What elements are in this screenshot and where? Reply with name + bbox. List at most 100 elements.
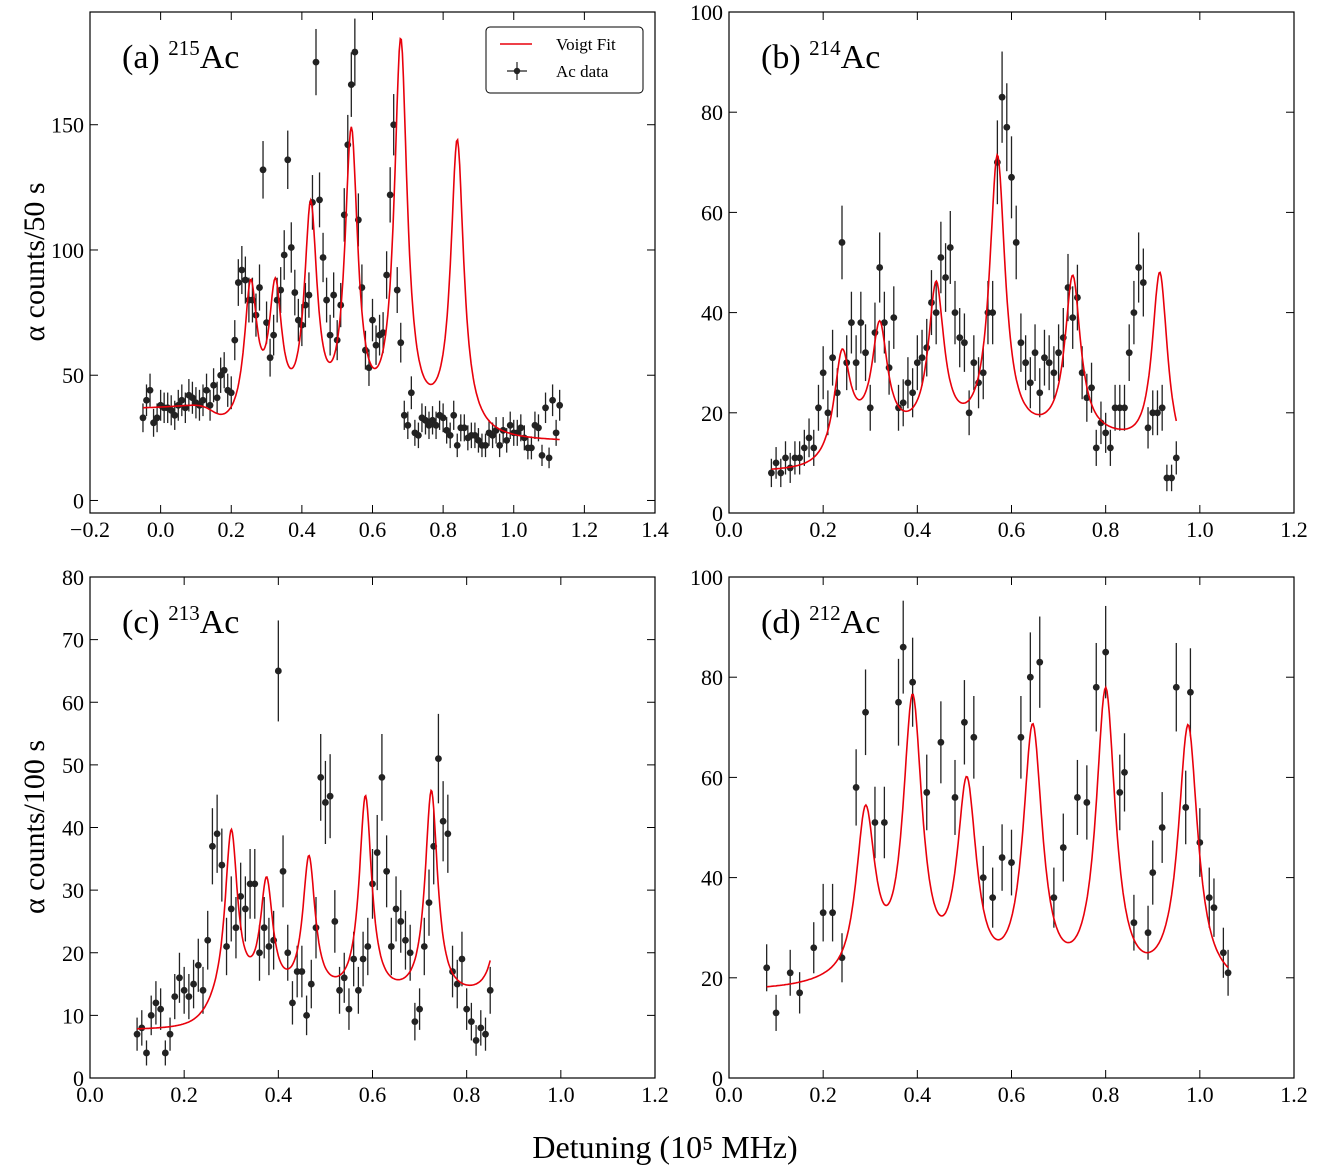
data-point	[259, 141, 267, 199]
data-point	[157, 988, 165, 1030]
data-point	[453, 433, 461, 458]
panel-title: (b) 214Ac	[761, 36, 880, 76]
x-tick-label: 0.2	[809, 517, 837, 542]
x-tick-label: 0.8	[429, 517, 457, 542]
y-tick-label: 0	[73, 1066, 84, 1091]
data-point	[1182, 770, 1190, 845]
data-point	[1102, 605, 1110, 699]
data-point	[1055, 324, 1062, 382]
data-point	[989, 280, 997, 345]
data-point	[372, 325, 380, 365]
data-point	[330, 272, 338, 318]
data-point	[951, 759, 959, 835]
data-point	[369, 298, 376, 342]
data-point	[1116, 754, 1124, 831]
data-point	[1149, 840, 1157, 905]
data-point	[400, 400, 408, 430]
data-point	[204, 910, 212, 970]
data-point	[435, 713, 442, 804]
data-point	[415, 422, 422, 449]
data-point	[1130, 894, 1138, 951]
data-point	[1168, 464, 1175, 492]
data-point	[450, 400, 458, 430]
data-point	[199, 384, 207, 417]
data-point	[1031, 324, 1039, 382]
data-point	[1092, 429, 1100, 466]
data-point	[1144, 407, 1152, 449]
data-point	[1154, 390, 1161, 436]
data-point	[1158, 384, 1166, 431]
data-point	[475, 428, 482, 453]
data-point	[439, 403, 447, 433]
data-point	[386, 167, 394, 223]
x-tick-label: 0.6	[359, 517, 387, 542]
data-point	[852, 335, 860, 391]
x-tick-label: 0.6	[998, 1082, 1026, 1107]
data-point	[904, 357, 912, 409]
data-point	[359, 931, 367, 987]
data-point	[312, 897, 320, 959]
data-point	[397, 890, 405, 953]
data-point	[319, 232, 327, 283]
data-point	[422, 406, 429, 435]
data-point	[312, 28, 320, 96]
data-point	[786, 949, 794, 996]
data-point	[251, 848, 259, 919]
data-point	[937, 221, 945, 294]
data-point	[266, 338, 274, 377]
y-tick-label: 40	[62, 816, 84, 841]
data-point	[1017, 313, 1025, 372]
data-point	[937, 701, 945, 784]
data-point	[280, 230, 288, 280]
data-point	[1069, 286, 1077, 349]
data-point	[270, 910, 278, 970]
y-tick-label: 50	[62, 363, 84, 388]
data-point	[880, 786, 888, 859]
data-point	[535, 414, 542, 442]
data-point	[998, 51, 1006, 143]
legend-data-swatch	[507, 62, 527, 80]
data-point	[890, 286, 898, 349]
panel-a: −0.2 0.0 0.2 0.4 0.6 0.8 1.0 1.2 1.4 0 50 100 150 (a)…	[51, 11, 669, 542]
data-point	[237, 862, 245, 931]
data-point	[420, 917, 428, 976]
data-point	[354, 966, 362, 1014]
data-point	[545, 447, 553, 469]
data-point	[326, 314, 334, 356]
x-tick-label: 0.4	[288, 517, 316, 542]
y-tick-label: 20	[62, 941, 84, 966]
data-point	[293, 945, 301, 998]
data-point	[303, 995, 310, 1036]
data-point	[471, 422, 479, 449]
data-point	[213, 381, 221, 414]
legend-fit-label: Voigt Fit	[556, 35, 616, 54]
data-point	[772, 994, 780, 1031]
data-point	[298, 945, 306, 998]
data-point	[213, 794, 221, 873]
data-point	[961, 680, 968, 765]
data-point	[146, 373, 154, 407]
data-point	[1074, 264, 1081, 331]
data-point	[227, 876, 235, 942]
data-point	[782, 441, 789, 475]
data-point	[1121, 384, 1128, 431]
data-point	[1106, 429, 1114, 466]
x-tick-label: 1.2	[1280, 517, 1308, 542]
data-point	[472, 1025, 480, 1056]
data-point	[231, 320, 239, 361]
data-point	[805, 418, 813, 458]
data-point	[1050, 346, 1058, 400]
data-point	[819, 883, 827, 942]
data-point	[305, 272, 313, 318]
data-point	[362, 330, 369, 370]
data-point	[1026, 357, 1034, 409]
y-tick-label: 80	[701, 665, 723, 690]
data-point	[218, 828, 226, 902]
data-point	[397, 322, 405, 363]
panel-c: 0.0 0.2 0.4 0.6 0.8 1.0 1.2 0 10 20 30 40 50 60 70 80 (c…	[62, 565, 669, 1107]
data-point	[326, 754, 334, 839]
data-point	[970, 696, 978, 779]
data-point	[153, 403, 161, 433]
data-point	[767, 458, 775, 488]
